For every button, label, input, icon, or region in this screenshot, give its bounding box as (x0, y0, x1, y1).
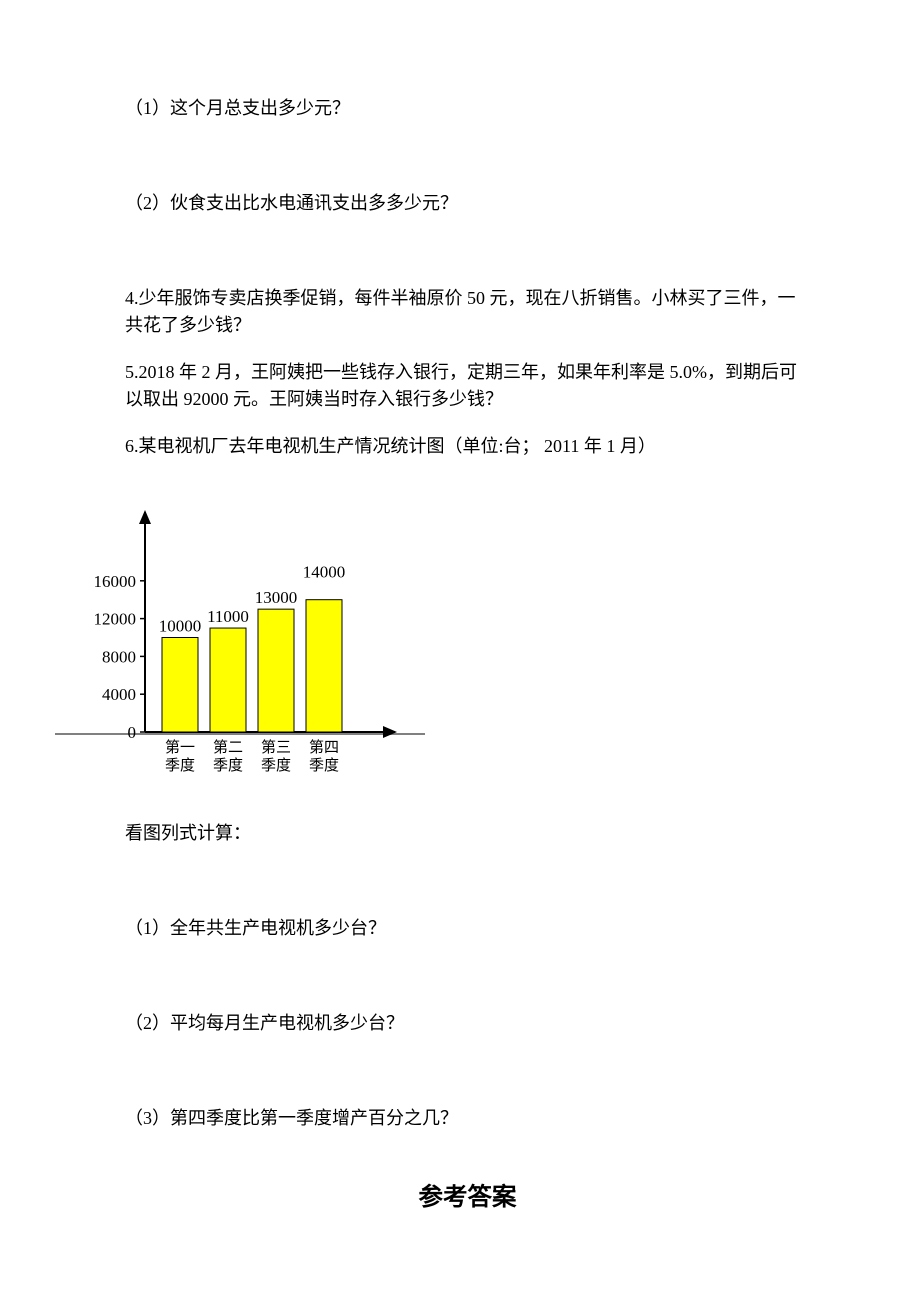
svg-text:4000: 4000 (102, 685, 136, 704)
question-6-1: （1）全年共生产电视机多少台？ (125, 915, 810, 942)
svg-text:8000: 8000 (102, 647, 136, 666)
question-6-2: （2）平均每月生产电视机多少台？ (125, 1010, 810, 1037)
svg-text:14000: 14000 (303, 563, 346, 582)
question-4: 4.少年服饰专卖店换季促销，每件半袖原价 50 元，现在八折销售。小林买了三件，… (125, 285, 810, 339)
question-sub-2: （2）伙食支出比水电通讯支出多多少元？ (125, 190, 810, 217)
question-6-3: （3）第四季度比第一季度增产百分之几？ (125, 1105, 810, 1132)
svg-text:第四: 第四 (309, 738, 339, 756)
question-1-2-text: （2）伙食支出比水电通讯支出多多少元？ (125, 190, 810, 217)
question-6-caption: 看图列式计算： (125, 820, 810, 847)
svg-text:季度: 季度 (165, 757, 195, 774)
chart-svg: 040008000120001600010000第一季度11000第二季度130… (55, 502, 425, 792)
question-6-2-text: （2）平均每月生产电视机多少台？ (125, 1010, 810, 1037)
svg-text:12000: 12000 (94, 610, 137, 629)
svg-text:季度: 季度 (261, 757, 291, 774)
svg-text:季度: 季度 (309, 757, 339, 774)
svg-text:13000: 13000 (255, 588, 298, 607)
question-5-text: 5.2018 年 2 月，王阿姨把一些钱存入银行，定期三年，如果年利率是 5.0… (125, 362, 797, 409)
svg-text:0: 0 (128, 723, 137, 742)
svg-text:16000: 16000 (94, 572, 137, 591)
svg-text:第一: 第一 (165, 738, 195, 756)
question-1-1-text: （1）这个月总支出多少元？ (125, 95, 810, 122)
svg-text:第三: 第三 (261, 738, 291, 756)
tv-production-bar-chart: 040008000120001600010000第一季度11000第二季度130… (55, 502, 425, 792)
svg-text:第二: 第二 (213, 738, 243, 756)
svg-text:季度: 季度 (213, 757, 243, 774)
answer-heading: 参考答案 (125, 1180, 810, 1217)
question-6-1-text: （1）全年共生产电视机多少台？ (125, 915, 810, 942)
question-6: 6.某电视机厂去年电视机生产情况统计图（单位:台； 2011 年 1 月） (125, 433, 810, 460)
question-sub-1: （1）这个月总支出多少元？ (125, 95, 810, 122)
svg-text:11000: 11000 (207, 607, 249, 626)
question-6-3-text: （3）第四季度比第一季度增产百分之几？ (125, 1105, 810, 1132)
question-5: 5.2018 年 2 月，王阿姨把一些钱存入银行，定期三年，如果年利率是 5.0… (125, 359, 810, 413)
document-body: （1）这个月总支出多少元？ （2）伙食支出比水电通讯支出多多少元？ 4.少年服饰… (0, 0, 920, 1217)
question-6-caption-text: 看图列式计算： (125, 820, 810, 847)
svg-text:10000: 10000 (159, 617, 202, 636)
question-4-text: 4.少年服饰专卖店换季促销，每件半袖原价 50 元，现在八折销售。小林买了三件，… (125, 288, 796, 335)
question-6-text: 6.某电视机厂去年电视机生产情况统计图（单位:台； 2011 年 1 月） (125, 436, 656, 456)
